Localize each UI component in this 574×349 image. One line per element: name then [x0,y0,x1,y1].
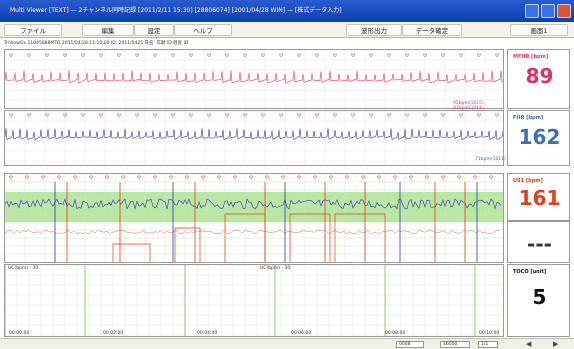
toco-scale-left: UC(bpm) - 30 [8,266,39,271]
page-field[interactable]: 1/1 [478,341,498,348]
us1-panel [4,173,504,263]
us2-value: --- [527,232,552,256]
fhr-readout: FHR [bpm] 162 [507,110,570,166]
maximize-icon[interactable] [541,4,555,18]
menu-bar: ファイル 編集 設定 ヘルプ 波形出力 データ確定 画面1 [0,22,574,38]
toco-panel: UC(bpm) - 30 UC(bpm) - 30 00:00:00 00:02:… [4,264,504,337]
menu-settings[interactable]: 設定 [134,24,174,36]
status-bar: 0008 16000 1/1 ◀ ▶ [0,338,574,349]
waveform-output-button[interactable]: 波形出力 [346,24,402,36]
menu-file[interactable]: ファイル [4,24,62,36]
fhr-panel: 71bpm(1011) [4,110,506,166]
mfhr-value: 89 [525,64,554,88]
next-arrow-icon[interactable]: ▶ [553,340,559,348]
fhr-trace [5,111,503,165]
fhr-footer: 71bpm(1011) [475,157,506,162]
time-tick-label: 00:02:00 [103,330,123,336]
time-tick-label: 00:00:00 [9,330,29,336]
fhr-label: FHR [bpm] [513,115,544,121]
patient-info: TriViewOx 11045888MTD 2011/04/28 11:10:0… [4,41,189,46]
mfhr-panel: 95bpm(1015) 91bpm(1011) [4,49,504,111]
menu-help[interactable]: ヘルプ [174,24,232,36]
data-confirm-button[interactable]: データ確定 [402,24,462,36]
close-icon[interactable] [557,4,571,18]
mfhr-footer: 95bpm(1015) 91bpm(1011) [453,101,484,111]
screen1-button[interactable]: 画面1 [510,24,568,36]
minimize-icon[interactable] [525,4,539,18]
time-tick-label: 00:04:00 [197,330,217,336]
menu-edit[interactable]: 編集 [82,24,134,36]
us1-label: US1 [bpm] [513,178,543,184]
mfhr-readout: MFHR [bpm] 89 [507,49,570,109]
time-tick-label: 00:06:00 [291,330,311,336]
mfhr-trace [5,50,503,108]
toco-readout: TOCO [unit] 5 [507,264,570,337]
sensitivity-field[interactable]: 16000 [440,341,470,348]
fhr-value: 162 [518,125,561,149]
us1-readout: US1 [bpm] 161 [507,173,570,221]
window-title: Multi Viewer [TEXT] — 2チャンネル同時記録 [2011/2… [10,7,342,14]
prev-arrow-icon[interactable]: ◀ [526,340,532,348]
toco-scale-mid: UC(bpm) - 30 [260,266,291,271]
mfhr-label: MFHR [bpm] [513,54,549,60]
title-bar: Multi Viewer [TEXT] — 2チャンネル同時記録 [2011/2… [0,0,574,22]
us2-readout: --- [507,221,570,263]
speed-field[interactable]: 0008 [396,341,424,348]
time-tick-label: 00:10:00 [479,330,499,336]
toco-label: TOCO [unit] [513,269,547,275]
us1-trace [5,174,503,262]
toco-value: 5 [532,285,547,309]
us1-value: 161 [518,186,561,210]
toco-trace: 00:00:00 00:02:00 00:04:00 00:06:00 00:08:00… [5,265,503,336]
time-tick-label: 00:08:00 [385,330,405,336]
